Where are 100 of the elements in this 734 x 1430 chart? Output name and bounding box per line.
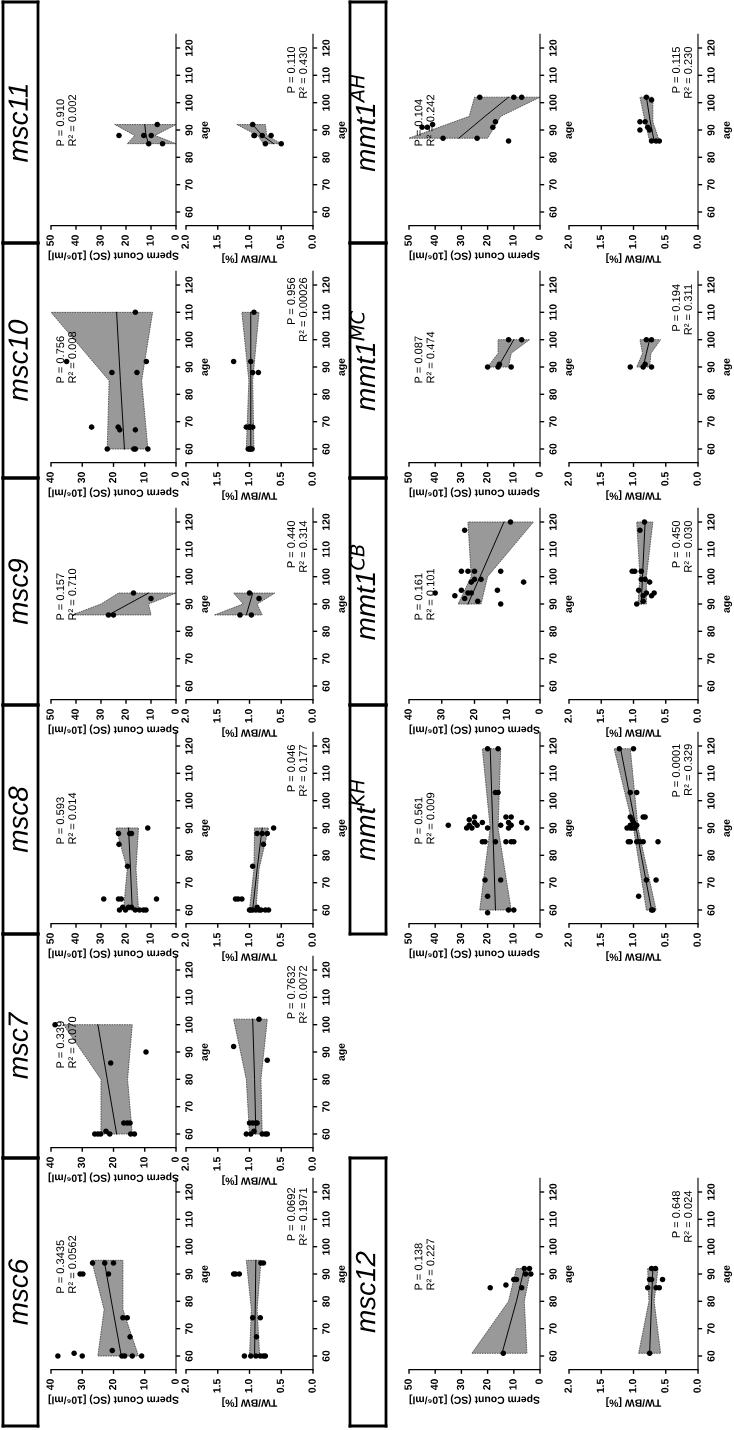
y-tick-label: 100 [707,94,715,111]
y-axis-title: age [339,595,347,613]
x-tick-label: 0 [171,1379,179,1385]
x-tick-label: 0.0 [693,709,701,723]
x-tick-label: 1.5 [213,471,221,486]
x-tick-label: 20 [108,1379,117,1390]
x-tick-label: 1.0 [628,1379,637,1393]
annotation: P = 0.910 R² = 0.002 [56,94,77,146]
y-tick-label: 90 [322,361,330,373]
x-tick-label: 10 [146,709,154,720]
annotation: P = 0.593 R² = 0.014 [56,792,77,844]
x-tick-label: 0.0 [308,1157,316,1171]
y-tick-label: 110 [185,304,193,321]
x-tick-label: 30 [437,709,445,721]
y-tick-label: 70 [322,179,330,191]
annotation: P = 0.3435 R² = 0.0562 [56,1235,77,1293]
x-axis-title: TW/BW [%] [606,1397,662,1408]
annotation: P = 0.161 R² = 0.101 [414,568,435,620]
x-tick-label: 40 [404,709,412,721]
y-axis-title: age [202,595,210,613]
x-axis-title: Sperm Count (SC) [10⁶/ml] [48,1172,179,1183]
y-tick-label: 70 [185,1101,193,1113]
x-tick-label: 0.0 [693,235,701,249]
y-tick-label: 110 [707,67,715,84]
y-tick-label: 70 [322,416,330,428]
y-tick-label: 70 [549,416,557,428]
y-tick-label: 80 [322,625,330,637]
y-tick-label: 60 [185,206,193,218]
y-tick-label: 80 [707,388,715,400]
x-tick-label: 10 [140,1157,148,1168]
annotation: P = 0.7632 R² = 0.0072 [287,965,307,1023]
y-axis-title: age [202,121,210,139]
y-tick-label: 100 [185,568,193,585]
y-tick-label: 70 [322,877,330,889]
y-tick-label: 60 [707,680,715,692]
y-tick-label: 120 [185,513,193,531]
y-tick-label: 70 [707,179,715,191]
x-tick-label: 20 [469,709,478,720]
y-tick-label: 110 [322,67,330,84]
x-axis-title: TW/BW [%] [222,1175,278,1186]
x-tick-label: 50 [404,1379,412,1390]
y-tick-label: 100 [185,94,193,111]
y-tick-label: 90 [549,361,557,373]
x-tick-label: 40 [46,1379,54,1391]
y-tick-label: 80 [549,849,557,861]
y-tick-label: 90 [185,1046,193,1058]
y-tick-label: 100 [707,568,715,585]
y-tick-label: 80 [707,151,715,163]
y-tick-label: 110 [549,1211,557,1228]
y-tick-label: 100 [322,1016,330,1033]
x-axis-title: TW/BW [%] [606,253,662,264]
x-axis-title: Sperm Count (SC) [10⁶/ml] [48,724,179,735]
x-tick-label: 2.0 [181,709,189,723]
y-tick-label: 90 [707,124,715,136]
x-tick-label: 0.5 [276,471,285,486]
y-tick-label: 110 [549,541,557,558]
x-tick-label: 2.0 [564,1379,572,1393]
annotation: P = 0.450 R² = 0.030 [672,520,692,572]
x-tick-label: 30 [77,472,86,484]
y-tick-label: 120 [549,39,557,57]
x-tick-label: 0.5 [661,1378,669,1393]
y-tick-label: 110 [322,304,330,321]
y-tick-label: 70 [549,653,557,665]
x-tick-label: 1.5 [596,1378,605,1393]
x-tick-label: 50 [46,235,54,246]
x-tick-label: 40 [71,709,79,721]
y-tick-label: 70 [322,1323,330,1335]
annotation: P = 0.648 R² = 0.024 [672,1190,692,1242]
y-tick-label: 110 [549,67,557,84]
text: mmt$^{KH}$ [350,779,376,861]
y-tick-label: 60 [185,680,193,692]
y-axis-title: age [566,595,574,613]
x-tick-label: 0.5 [661,234,669,249]
x-axis-title: TW/BW [%] [222,951,278,962]
annotation: P = 0.0692 R² = 0.1971 [287,1187,307,1245]
y-tick-label: 90 [322,1046,330,1058]
x-tick-label: 0 [535,1379,543,1385]
x-tick-label: 40 [71,235,79,247]
y-axis-title: age [202,1265,210,1283]
y-tick-label: 60 [549,1350,557,1362]
x-tick-label: 20 [483,235,491,246]
y-tick-label: 90 [185,598,193,610]
x-axis-title: TW/BW [%] [606,490,662,501]
x-tick-label: 0.0 [308,472,316,486]
y-tick-label: 110 [185,765,193,782]
y-tick-label: 90 [707,822,715,834]
y-tick-label: 120 [322,39,330,57]
y-tick-label: 120 [322,1183,330,1201]
y-tick-label: 90 [322,1268,330,1280]
x-axis-title: TW/BW [%] [222,253,278,264]
text: msc10 [8,319,28,401]
y-tick-label: 80 [185,849,193,861]
y-tick-label: 100 [549,1238,557,1255]
y-tick-label: 60 [549,206,557,218]
y-tick-label: 90 [707,598,715,610]
text: msc12 [355,1251,376,1333]
y-tick-label: 80 [322,1295,330,1307]
x-tick-label: 0.5 [276,234,285,249]
y-tick-label: 80 [185,388,193,400]
x-tick-label: 1.5 [213,1156,221,1171]
